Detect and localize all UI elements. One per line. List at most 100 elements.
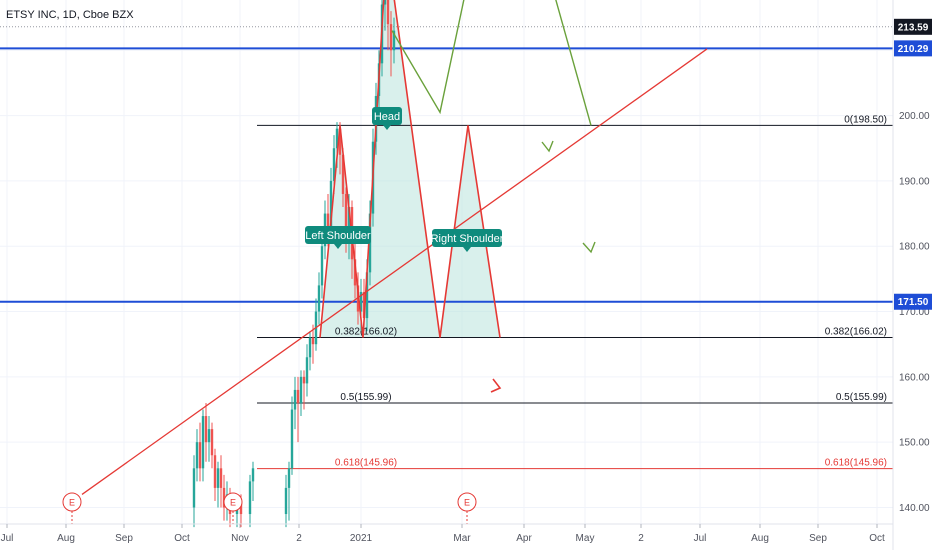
grid	[0, 0, 893, 524]
fib-label-right: 0.382(166.02)	[825, 327, 887, 338]
head-and-shoulders-fill	[320, 0, 500, 338]
candle-body	[308, 337, 312, 358]
candle-body	[332, 148, 336, 181]
candle-body	[335, 128, 339, 149]
x-tick-label: Aug	[751, 533, 769, 544]
left-shoulder-label: Left Shoulder	[305, 230, 371, 242]
candle-body	[210, 429, 214, 456]
projection-path-1	[391, 0, 465, 115]
x-tick-label: 2021	[350, 533, 373, 544]
projection-arrow-2	[582, 241, 596, 254]
x-axis: Jul Aug Sep Oct Nov 2 2021 Mar Apr May 2 Jul Aug Sep O…	[0, 523, 893, 544]
candle-body	[338, 128, 342, 155]
x-tick-label: Oct	[174, 533, 190, 544]
left-shoulder-label-bg	[305, 226, 371, 244]
pattern-labels: Head Left Shoulder Right Shoulder	[305, 107, 504, 252]
earnings-marker-label: E	[230, 498, 236, 508]
x-tick-label: Sep	[115, 533, 133, 544]
candle-body	[317, 285, 321, 312]
price-tag-bg	[894, 293, 932, 310]
candle-body	[287, 468, 291, 488]
x-tick-label: Oct	[869, 533, 885, 544]
candle-body	[213, 455, 217, 488]
candle-body	[239, 500, 243, 515]
candle-body	[311, 337, 315, 345]
right-shoulder-label: Right Shoulder	[431, 233, 504, 245]
candle-body	[344, 193, 348, 234]
fib-label-right: 0(198.50)	[844, 114, 887, 125]
candle-body	[204, 416, 208, 443]
candle-body	[299, 376, 303, 403]
price-tag: 171.50	[898, 297, 929, 308]
chart-title: ETSY INC, 1D, Cboe BZX	[6, 9, 134, 21]
left-shoulder-label-pointer	[334, 244, 342, 249]
y-tick-label: 180.00	[899, 242, 930, 253]
fib-label-left: 0.382(166.02)	[335, 327, 397, 338]
price-tag: 210.29	[898, 44, 929, 55]
candle-body	[362, 291, 366, 319]
head-label-pointer	[383, 125, 391, 130]
earnings-marker-label: E	[69, 498, 75, 508]
x-tick-label: 2	[638, 533, 644, 544]
head-label: Head	[374, 111, 400, 123]
candle-body	[290, 409, 294, 469]
candle-body	[347, 207, 351, 234]
candle-body	[329, 180, 333, 227]
candle-body	[359, 291, 363, 312]
x-tick-label: May	[576, 533, 595, 544]
fib-label-right: 0.5(155.99)	[836, 392, 887, 403]
candle-body	[219, 468, 223, 488]
x-tick-label: Apr	[516, 533, 532, 544]
candle-body	[192, 468, 196, 508]
fib-label-left: 0.5(155.99)	[340, 392, 391, 403]
right-shoulder-label-pointer	[463, 247, 471, 252]
x-tick-label: 2	[296, 533, 302, 544]
candle-body	[195, 442, 199, 469]
price-tag-bg	[894, 40, 932, 57]
y-tick-label: 170.00	[899, 307, 930, 318]
candle-body	[293, 389, 297, 410]
drawings	[81, 0, 708, 495]
right-shoulder-label-bg	[432, 229, 502, 247]
candle-body	[383, 0, 387, 5]
candle-body	[326, 213, 330, 227]
projection-arrow-1	[541, 140, 554, 153]
y-tick-label: 200.00	[899, 111, 930, 122]
x-tick-label: Jul	[694, 533, 707, 544]
candle-body	[305, 357, 309, 384]
x-tick-label: Aug	[57, 533, 75, 544]
candle-body	[320, 246, 324, 286]
y-tick-label: 190.00	[899, 176, 930, 187]
y-tick-label: 160.00	[899, 372, 930, 383]
candle-body	[341, 154, 345, 194]
red-arrow-head	[490, 378, 502, 393]
candle-body	[284, 487, 288, 515]
fib-label-right: 0.618(145.96)	[825, 458, 887, 469]
key-levels	[0, 26, 893, 303]
candle-body	[251, 468, 255, 482]
candle-body	[201, 416, 205, 469]
candle-body	[302, 376, 306, 384]
candle-body	[365, 272, 369, 319]
projection-path-2	[555, 0, 592, 126]
candle-body	[222, 487, 226, 508]
candle-body	[198, 442, 202, 469]
earnings-marker-label: E	[464, 498, 470, 508]
candle-body	[353, 259, 357, 286]
x-tick-label: Nov	[231, 533, 249, 544]
x-tick-label: Mar	[453, 533, 471, 544]
y-tick-label: 150.00	[899, 438, 930, 449]
price-tag: 213.59	[898, 22, 929, 33]
candle-body	[248, 481, 252, 515]
candle-body	[296, 389, 300, 403]
price-tag-bg	[894, 18, 932, 35]
x-tick-label: Jul	[1, 533, 14, 544]
head-and-shoulders-path	[319, 0, 501, 338]
candle-body	[207, 429, 211, 443]
fib-label-left: 0.618(145.96)	[335, 458, 397, 469]
fib-levels: -0.618(251.04)-0.618(251.04)-0.27(221.45…	[257, 114, 893, 470]
candle-body	[392, 30, 396, 51]
